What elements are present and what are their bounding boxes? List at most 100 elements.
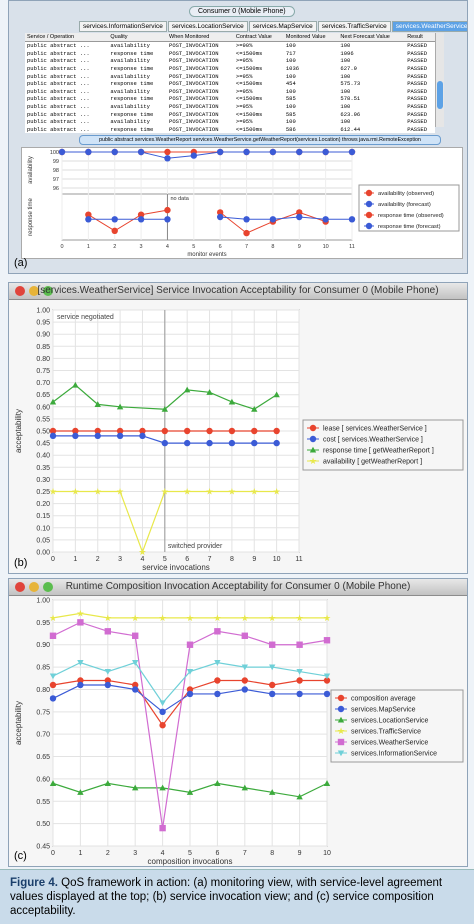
table-row[interactable]: public abstract ... response time POST_INV… <box>25 80 435 88</box>
table-cell: availability <box>110 57 150 65</box>
scroll-thumb[interactable] <box>437 81 443 109</box>
table-cell: 100 <box>285 118 296 126</box>
data-point <box>186 669 194 675</box>
legend-marker <box>337 716 345 723</box>
legend-label: services.WeatherService <box>351 740 428 747</box>
window-titlebar-c: Runtime Composition Invocation Acceptabi… <box>9 579 467 596</box>
data-point <box>269 664 276 671</box>
table-row[interactable]: public abstract ... availability POST_INVO… <box>25 42 435 50</box>
y-tick-label: 0.60 <box>36 776 50 783</box>
data-point <box>251 439 258 447</box>
y-tick-label: 0.85 <box>36 665 50 672</box>
table-row[interactable]: public abstract ... availability POST_INVO… <box>25 72 435 80</box>
column-header[interactable]: Result <box>405 33 435 42</box>
zoom-button[interactable] <box>43 582 53 592</box>
table-cell: public abstract ... <box>27 125 90 133</box>
data-point <box>132 660 139 666</box>
table-cell: <=1500ms <box>235 80 263 88</box>
data-point <box>273 391 280 398</box>
table-row[interactable]: public abstract ... response time POST_INV… <box>25 95 435 103</box>
y-tick-label: 0.75 <box>36 368 50 375</box>
table-cell: >=95% <box>235 87 253 95</box>
data-point <box>104 677 112 684</box>
y-tick-label: 97 <box>53 177 59 183</box>
table-cell: 585 <box>285 110 296 118</box>
table-row[interactable]: public abstract ... availability POST_INVO… <box>25 88 435 96</box>
window-titlebar-b: [services.WeatherService] Service Invoca… <box>9 283 467 300</box>
table-cell: 575.73 <box>340 80 361 88</box>
y-tick-label: 98 <box>53 168 59 174</box>
table-cell: PASSED <box>407 125 427 133</box>
table-cell: availability <box>110 118 150 126</box>
y-tick-label: 0.50 <box>36 821 50 828</box>
table-cell: availability <box>110 72 150 80</box>
table-cell: 100 <box>285 103 296 111</box>
table-cell: >=95% <box>235 72 253 80</box>
data-point <box>94 401 101 407</box>
table-cell: PASSED <box>407 72 427 80</box>
table-scrollbar[interactable] <box>435 33 444 127</box>
tab-weatherservice[interactable]: services.WeatherService <box>391 21 467 32</box>
table-cell: PASSED <box>407 65 427 73</box>
data-point: ★ <box>49 613 57 623</box>
column-header[interactable]: Next Forecast Value <box>338 33 406 42</box>
tab-mapservice[interactable]: services.MapService <box>248 21 317 32</box>
tab-trafficservice[interactable]: services.TrafficService <box>317 21 391 32</box>
table-cell: POST_INVOCATION <box>169 118 219 126</box>
legend-marker <box>365 211 373 219</box>
close-button[interactable] <box>15 286 25 296</box>
y-tick-label: 0.55 <box>36 416 50 423</box>
minimize-button[interactable] <box>29 582 39 592</box>
data-point <box>116 432 124 440</box>
data-point <box>296 669 303 675</box>
table-row[interactable]: public abstract ... response time POST_INV… <box>25 110 435 118</box>
panel-b: [services.WeatherService] Service Invoca… <box>8 282 468 574</box>
data-point <box>72 432 79 440</box>
y-tick-label: 99 <box>53 159 59 165</box>
data-point <box>72 427 79 435</box>
x-tick-label: 4 <box>166 244 169 250</box>
table-row[interactable]: public abstract ... availability POST_INVO… <box>25 118 435 126</box>
table-row[interactable]: public abstract ... availability POST_INVO… <box>25 57 435 65</box>
y-tick-label: 0.90 <box>36 642 50 649</box>
y-tick-label: 0.25 <box>36 489 50 496</box>
y-tick-label: 0.55 <box>36 799 50 806</box>
column-header[interactable]: Contract Value <box>233 33 284 42</box>
x-tick-label: 3 <box>140 244 143 250</box>
data-point <box>186 641 194 648</box>
data-point: ★ <box>250 487 258 497</box>
column-header[interactable]: When Monitored <box>167 33 234 42</box>
y-tick-label: 0.75 <box>36 709 50 716</box>
column-header[interactable]: Monitored Value <box>283 33 339 42</box>
table-row[interactable]: public abstract ... response time POST_INV… <box>25 126 435 134</box>
table-cell: 627.9 <box>340 65 357 73</box>
data-point <box>161 439 169 447</box>
data-point: ★ <box>273 487 281 497</box>
legend-label: services.TrafficService <box>351 729 421 736</box>
table-cell: POST_INVOCATION <box>169 110 219 118</box>
y-tick-label: 1.00 <box>36 598 50 605</box>
table-row[interactable]: public abstract ... response time POST_INV… <box>25 50 435 58</box>
data-point <box>164 206 171 214</box>
data-point <box>132 784 139 791</box>
tab-informationservice[interactable]: services.InformationService <box>79 21 167 32</box>
series-line <box>52 384 277 410</box>
data-point <box>116 403 124 410</box>
table-row[interactable]: public abstract ... availability POST_INVO… <box>25 103 435 111</box>
tab-locationservice[interactable]: services.LocationService <box>167 21 248 32</box>
column-header[interactable]: Quality <box>108 33 168 42</box>
legend-marker <box>337 738 345 746</box>
minimize-button[interactable] <box>29 286 39 296</box>
table-cell: public abstract ... <box>27 95 90 103</box>
data-point <box>49 673 57 680</box>
data-point: ★ <box>159 613 167 623</box>
close-button[interactable] <box>15 582 25 592</box>
zoom-button[interactable] <box>43 286 53 296</box>
table-cell: public abstract ... <box>27 49 90 57</box>
table-row[interactable]: public abstract ... response time POST_INV… <box>25 65 435 73</box>
table-cell: POST_INVOCATION <box>169 95 219 103</box>
column-header[interactable]: Service / Operation <box>25 33 109 42</box>
legend-label: lease [ services.WeatherService ] <box>323 426 427 433</box>
data-point <box>296 677 303 684</box>
data-point: ★ <box>116 487 124 497</box>
